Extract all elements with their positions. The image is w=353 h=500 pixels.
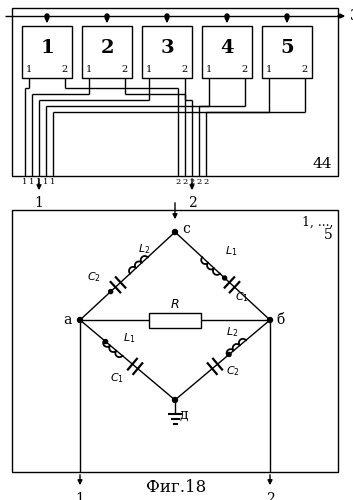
- Text: 1: 1: [40, 39, 54, 57]
- Text: $L_1$: $L_1$: [225, 244, 237, 258]
- Text: 1: 1: [76, 492, 84, 500]
- Bar: [149, 312, 201, 328]
- Text: 2: 2: [188, 196, 196, 210]
- Text: 4: 4: [220, 39, 234, 57]
- Circle shape: [109, 290, 113, 294]
- Circle shape: [105, 14, 109, 18]
- Text: 1: 1: [43, 178, 49, 186]
- Bar: [202, 26, 252, 78]
- Text: 2: 2: [203, 178, 209, 186]
- Text: б: б: [276, 313, 284, 327]
- Bar: [12, 210, 338, 472]
- Text: $C_2$: $C_2$: [226, 364, 240, 378]
- Bar: [82, 26, 132, 78]
- Text: 1: 1: [146, 65, 152, 74]
- Text: $C_2$: $C_2$: [87, 270, 101, 283]
- Text: 2: 2: [265, 492, 274, 500]
- Text: 3: 3: [350, 9, 353, 23]
- Circle shape: [78, 318, 83, 322]
- Text: а: а: [64, 313, 72, 327]
- Text: 2: 2: [175, 178, 181, 186]
- Text: 2: 2: [62, 65, 68, 74]
- Circle shape: [285, 14, 289, 18]
- Text: 1: 1: [35, 196, 43, 210]
- Text: Фиг.18: Фиг.18: [146, 479, 206, 496]
- Bar: [22, 26, 72, 78]
- Text: 5: 5: [324, 228, 333, 242]
- Text: 1: 1: [29, 178, 35, 186]
- Bar: [12, 8, 338, 176]
- Text: $L_2$: $L_2$: [226, 325, 238, 339]
- Circle shape: [268, 318, 273, 322]
- Circle shape: [103, 340, 108, 344]
- Text: 2: 2: [122, 65, 128, 74]
- Circle shape: [45, 14, 49, 18]
- Text: 1: 1: [36, 178, 42, 186]
- Text: 2: 2: [182, 65, 188, 74]
- Text: $L_2$: $L_2$: [138, 242, 150, 256]
- Text: с: с: [182, 222, 190, 236]
- Text: $R$: $R$: [170, 298, 180, 310]
- Text: 1: 1: [206, 65, 212, 74]
- Circle shape: [227, 352, 231, 356]
- Bar: [262, 26, 312, 78]
- Text: 44: 44: [312, 157, 332, 171]
- Text: 1, ...,: 1, ...,: [301, 216, 333, 229]
- Circle shape: [173, 398, 178, 402]
- Bar: [142, 26, 192, 78]
- Text: 2: 2: [189, 178, 195, 186]
- Text: 2: 2: [242, 65, 248, 74]
- Text: 2: 2: [196, 178, 202, 186]
- Text: 1: 1: [50, 178, 56, 186]
- Circle shape: [225, 14, 229, 18]
- Text: 2: 2: [183, 178, 188, 186]
- Circle shape: [223, 276, 227, 280]
- Circle shape: [165, 14, 169, 18]
- Text: $C_1$: $C_1$: [235, 290, 249, 304]
- Text: 2: 2: [100, 39, 114, 57]
- Text: $C_1$: $C_1$: [110, 372, 124, 386]
- Text: 1: 1: [26, 65, 32, 74]
- Text: 5: 5: [280, 39, 294, 57]
- Text: 1: 1: [22, 178, 28, 186]
- Text: 2: 2: [302, 65, 308, 74]
- Text: 1: 1: [266, 65, 272, 74]
- Text: д: д: [180, 408, 189, 422]
- Text: 3: 3: [160, 39, 174, 57]
- Text: $L_1$: $L_1$: [123, 331, 136, 345]
- Text: 1: 1: [86, 65, 92, 74]
- Circle shape: [173, 230, 178, 234]
